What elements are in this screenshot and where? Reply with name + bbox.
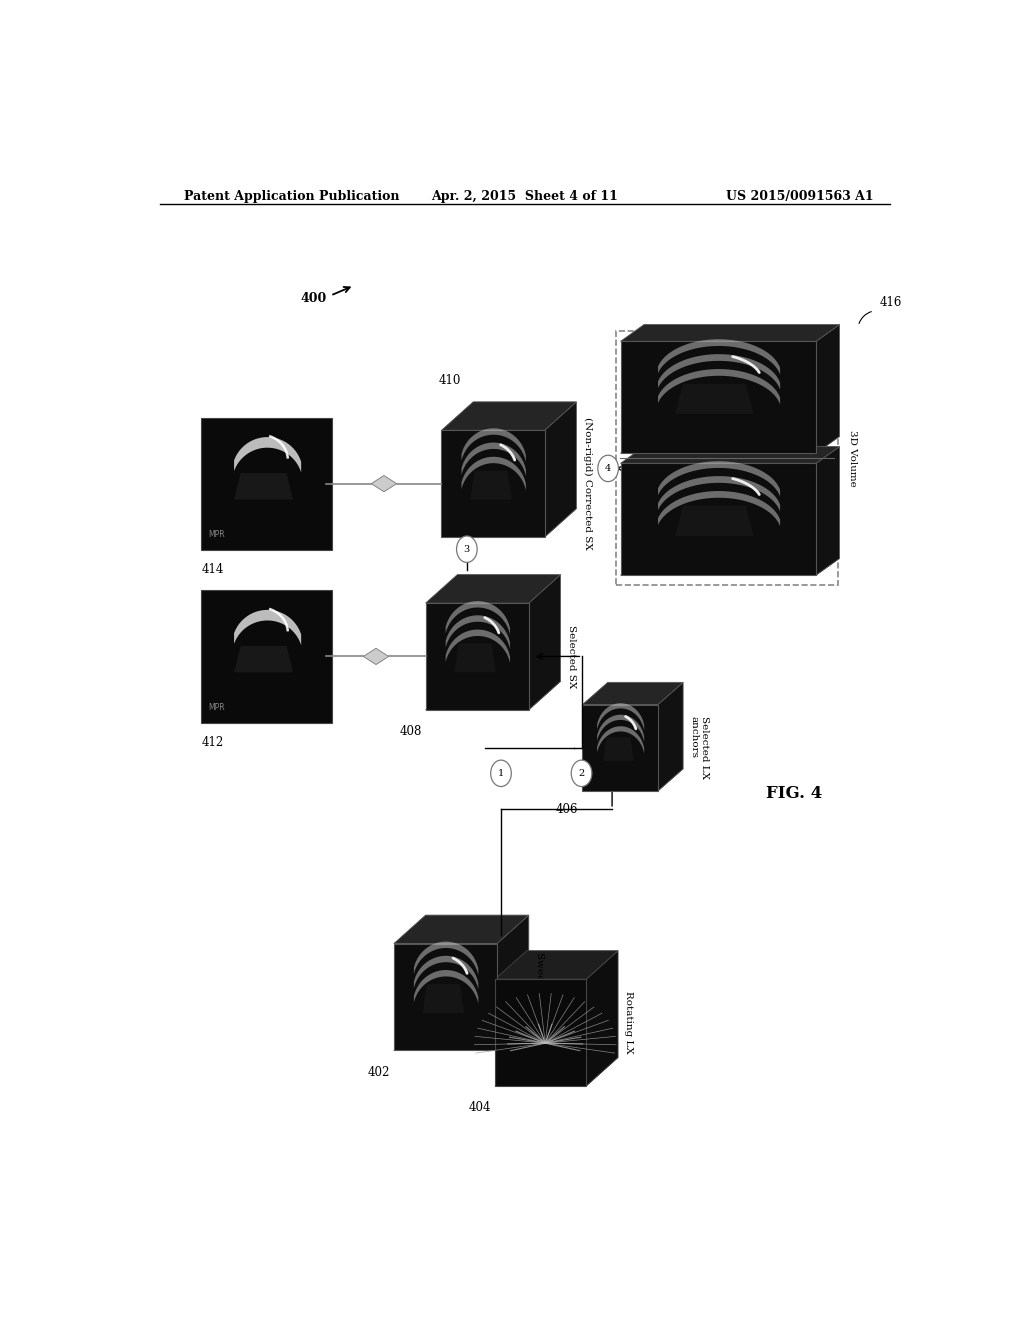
- Text: US 2015/0091563 A1: US 2015/0091563 A1: [726, 190, 873, 202]
- Polygon shape: [621, 325, 840, 342]
- Polygon shape: [603, 738, 634, 760]
- Polygon shape: [394, 944, 497, 1051]
- Text: 3: 3: [464, 545, 470, 553]
- Text: 414: 414: [202, 562, 224, 576]
- Polygon shape: [621, 437, 840, 453]
- Polygon shape: [423, 985, 464, 1012]
- Polygon shape: [657, 682, 683, 791]
- Polygon shape: [455, 644, 496, 672]
- Polygon shape: [495, 950, 618, 979]
- Polygon shape: [583, 768, 683, 791]
- Text: 408: 408: [399, 725, 422, 738]
- Polygon shape: [621, 463, 816, 576]
- Polygon shape: [441, 401, 577, 430]
- Text: Selected SX: Selected SX: [567, 624, 575, 688]
- Text: (Non-rigid) Corrected SX: (Non-rigid) Corrected SX: [583, 417, 592, 550]
- Polygon shape: [621, 342, 816, 453]
- Polygon shape: [364, 648, 389, 664]
- Circle shape: [598, 455, 618, 482]
- Text: MPR: MPR: [208, 704, 224, 711]
- Text: 416: 416: [880, 296, 902, 309]
- Polygon shape: [394, 1022, 528, 1051]
- Polygon shape: [202, 590, 333, 722]
- Text: Selected LX
anchors: Selected LX anchors: [689, 717, 709, 779]
- Polygon shape: [583, 682, 683, 705]
- Text: Apr. 2, 2015  Sheet 4 of 11: Apr. 2, 2015 Sheet 4 of 11: [431, 190, 618, 202]
- Text: 406: 406: [556, 804, 579, 816]
- Polygon shape: [675, 506, 754, 536]
- Text: 2: 2: [579, 768, 585, 777]
- Text: 412: 412: [202, 735, 223, 748]
- Polygon shape: [234, 473, 293, 499]
- Polygon shape: [470, 471, 512, 500]
- Polygon shape: [816, 325, 840, 453]
- Circle shape: [457, 536, 477, 562]
- Text: 402: 402: [368, 1065, 390, 1078]
- Text: 3D Volume: 3D Volume: [848, 430, 857, 487]
- Text: Patent Application Publication: Patent Application Publication: [183, 190, 399, 202]
- Polygon shape: [372, 475, 396, 492]
- Circle shape: [490, 760, 511, 787]
- Polygon shape: [441, 508, 577, 537]
- Text: FIG. 4: FIG. 4: [767, 785, 822, 803]
- Polygon shape: [441, 430, 545, 537]
- Text: 400: 400: [300, 292, 327, 305]
- Polygon shape: [675, 384, 754, 414]
- Polygon shape: [497, 915, 528, 1051]
- Polygon shape: [495, 1057, 618, 1086]
- Polygon shape: [528, 574, 560, 710]
- Polygon shape: [621, 446, 840, 463]
- Text: 404: 404: [469, 1101, 492, 1114]
- Polygon shape: [587, 950, 618, 1086]
- Polygon shape: [583, 705, 657, 791]
- Polygon shape: [426, 574, 560, 603]
- Text: 4: 4: [605, 463, 611, 473]
- Polygon shape: [234, 645, 293, 672]
- Polygon shape: [394, 915, 528, 944]
- Polygon shape: [426, 681, 560, 710]
- Text: Sweeping SX: Sweeping SX: [536, 952, 544, 1022]
- Text: 1: 1: [498, 768, 504, 777]
- Polygon shape: [426, 603, 528, 710]
- Polygon shape: [545, 401, 577, 537]
- Text: MPR: MPR: [208, 531, 224, 539]
- Polygon shape: [202, 417, 333, 549]
- Polygon shape: [816, 446, 840, 576]
- Text: 410: 410: [438, 374, 461, 387]
- Circle shape: [571, 760, 592, 787]
- Text: Rotating LX: Rotating LX: [625, 991, 634, 1053]
- Polygon shape: [621, 558, 840, 576]
- Polygon shape: [495, 979, 587, 1086]
